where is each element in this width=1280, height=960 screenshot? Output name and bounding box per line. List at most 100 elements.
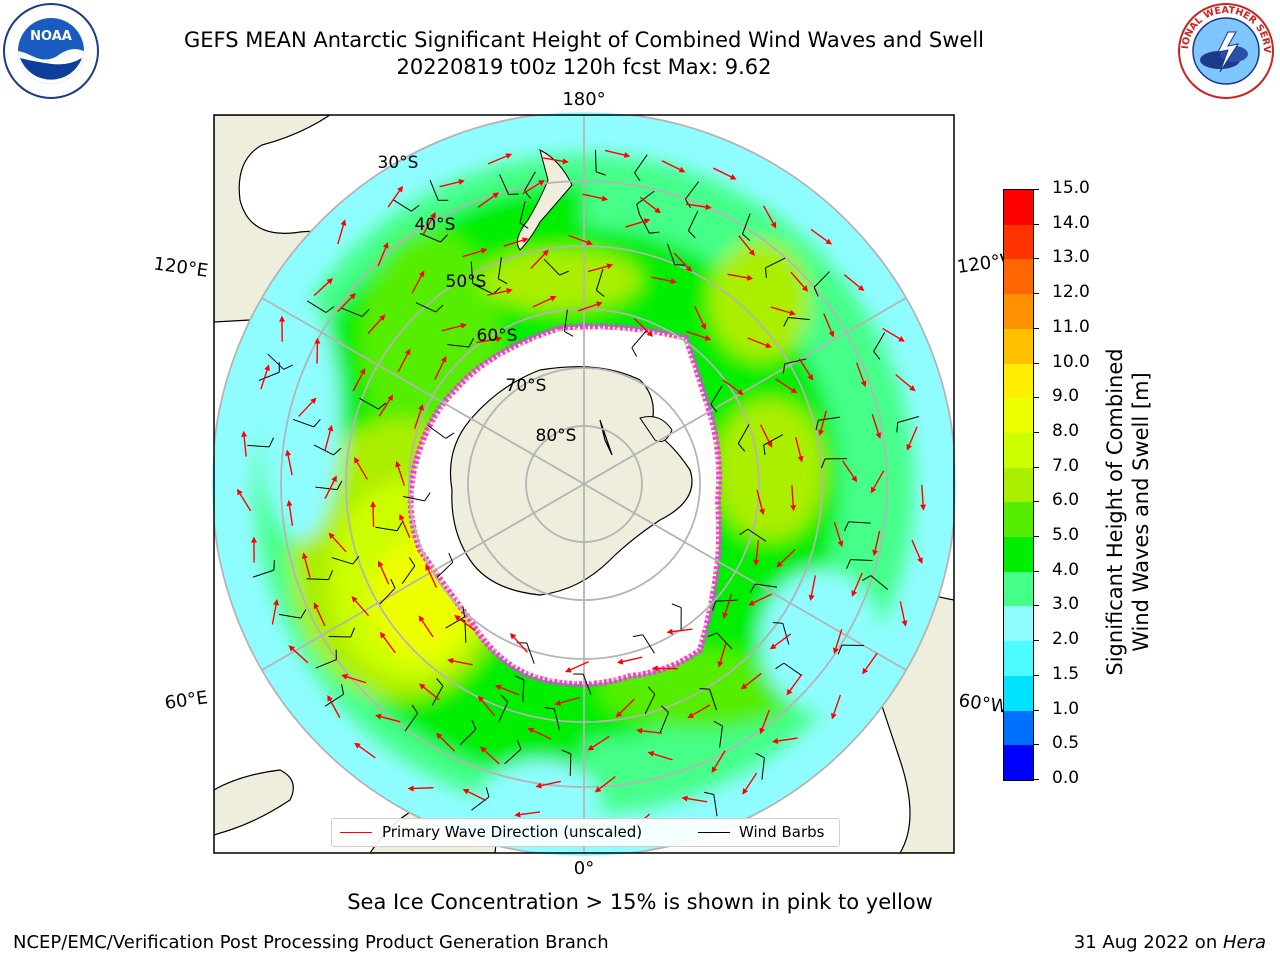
wind-barb [573,673,592,695]
wind-barb [445,606,466,629]
wind-barb [763,434,784,456]
colorbar-tick-label: 12.0 [1052,282,1090,303]
africa-landmass [214,769,294,836]
wave-direction-arrow [337,219,347,245]
wave-direction-arrow [279,315,286,342]
chart-subtitle: 20220819 t00z 120h fcst Max: 9.62 [396,55,772,79]
wave-direction-arrow [324,475,337,499]
wind-barb [703,791,718,817]
wave-direction-arrow [543,157,569,165]
wave-direction-arrow [554,697,580,706]
wind-barb [820,458,847,469]
wind-barb [687,210,699,239]
wind-barb [324,684,345,707]
wave-direction-arrow [790,485,797,512]
wind-barb [415,302,444,313]
wind-barb [544,707,561,731]
wind-barb [775,662,803,677]
wave-direction-arrow [790,271,809,292]
lon-label-60e: 60°E [163,687,209,714]
lat-label-30s: 30°S [378,153,419,173]
wind-barb [699,688,717,711]
wind-barb [315,649,337,669]
wave-direction-arrow [666,628,693,635]
wind-barb [470,261,483,287]
footer-credit: NCEP/EMC/Verification Post Processing Pr… [13,932,609,953]
nws-logo: NATIONAL WEATHER SERVICE [1176,2,1274,99]
wind-barb [632,634,655,654]
colorbar-tick-label: 3.0 [1052,594,1080,615]
wind-barb [459,719,477,746]
colorbar-segment [1004,293,1033,329]
wave-direction-arrow [439,179,465,188]
wind-barb [563,309,574,337]
colorbar-tick-label: 9.0 [1052,386,1080,407]
lat-label-60s: 60°S [477,326,518,346]
wind-barb [504,739,522,765]
wind-barb [252,560,275,578]
wind-barb [713,720,723,748]
wind-barb [498,694,509,723]
wave-direction-arrow [454,614,476,632]
wave-direction-arrow [759,424,773,448]
colorbar-tick-label: 13.0 [1052,247,1090,268]
wave-direction-arrow [843,274,865,292]
colorbar-tick [1033,223,1039,225]
wave-direction-arrow [742,772,758,795]
wave-direction-arrow [425,563,438,588]
wave-direction-arrow [487,288,513,296]
wave-direction-arrow [462,248,488,258]
wave-direction-arrow [399,513,411,539]
wave-direction-swatch [340,832,372,833]
wind-barb [594,149,606,176]
colorbar-tick [1033,362,1039,364]
wind-barb [667,243,685,266]
wave-direction-arrow [770,306,796,316]
colorbar-tick [1033,466,1039,468]
wave-direction-arrow [354,456,368,480]
wind-barb [815,416,841,431]
wind-barb [749,583,778,593]
wave-direction-arrow [870,470,885,494]
wave-direction-arrow [639,196,661,214]
wave-direction-arrow [414,403,424,429]
noaa-logo-text: NOAA [30,29,72,44]
wave-direction-arrow [651,665,678,672]
wind-barb [684,181,699,208]
wave-direction-arrow [535,780,561,789]
wave-direction-arrow [503,237,529,247]
colorbar-tick [1033,779,1039,780]
wave-direction-arrow [237,488,252,512]
wave-direction-arrow [855,362,867,388]
colorbar-segment [1004,675,1033,711]
wave-direction-arrow [786,673,803,696]
footer-date-text: 31 Aug 2022 on [1073,932,1223,953]
wind-barb [306,570,334,581]
colorbar-tick [1033,674,1039,676]
wave-direction-arrow [354,742,376,759]
colorbar-tick [1033,501,1039,503]
colorbar-tick [1033,744,1039,746]
wave-direction-arrow [375,713,401,723]
lat-label-40s: 40°S [415,215,456,235]
lon-label-0: 0° [574,858,594,879]
colorbar-tick [1033,189,1039,190]
wave-direction-arrow [686,330,712,341]
wave-direction-arrow [747,337,772,349]
colorbar-segment [1004,259,1033,295]
wave-direction-arrow [647,751,673,761]
wave-direction-arrow [447,657,473,666]
wind-barb [292,418,321,428]
wave-direction-arrow [882,327,905,342]
wave-direction-arrow [250,536,257,563]
wind-barb [392,199,420,212]
wave-direction-arrow [727,273,754,281]
wave-direction-arrow [378,394,394,417]
wave-direction-arrow [314,337,321,364]
wave-direction-arrow [587,263,614,273]
wind-barb [278,609,307,619]
colorbar-segment [1004,710,1033,746]
wind-barb [328,627,355,638]
wind-barb [404,704,419,732]
